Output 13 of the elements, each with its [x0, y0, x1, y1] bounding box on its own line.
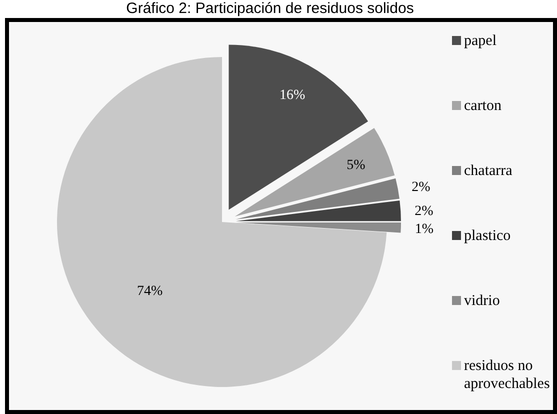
data-label: 1%: [414, 222, 434, 238]
legend-label: carton: [464, 98, 502, 114]
legend-label: plastico: [464, 228, 511, 244]
data-label: 5%: [346, 158, 366, 174]
legend-label: chatarra: [464, 163, 513, 179]
data-label: 74%: [136, 284, 163, 299]
legend-label: residuos no aprovechables: [464, 358, 550, 392]
chart-title: Gráfico 2: Participación de residuos solidos: [126, 0, 414, 17]
legend-label: papel: [464, 33, 496, 49]
legend-label: vidrio: [464, 293, 500, 309]
data-label: 16%: [280, 88, 306, 104]
data-label: 2%: [414, 204, 434, 219]
data-label: 2%: [412, 180, 431, 195]
